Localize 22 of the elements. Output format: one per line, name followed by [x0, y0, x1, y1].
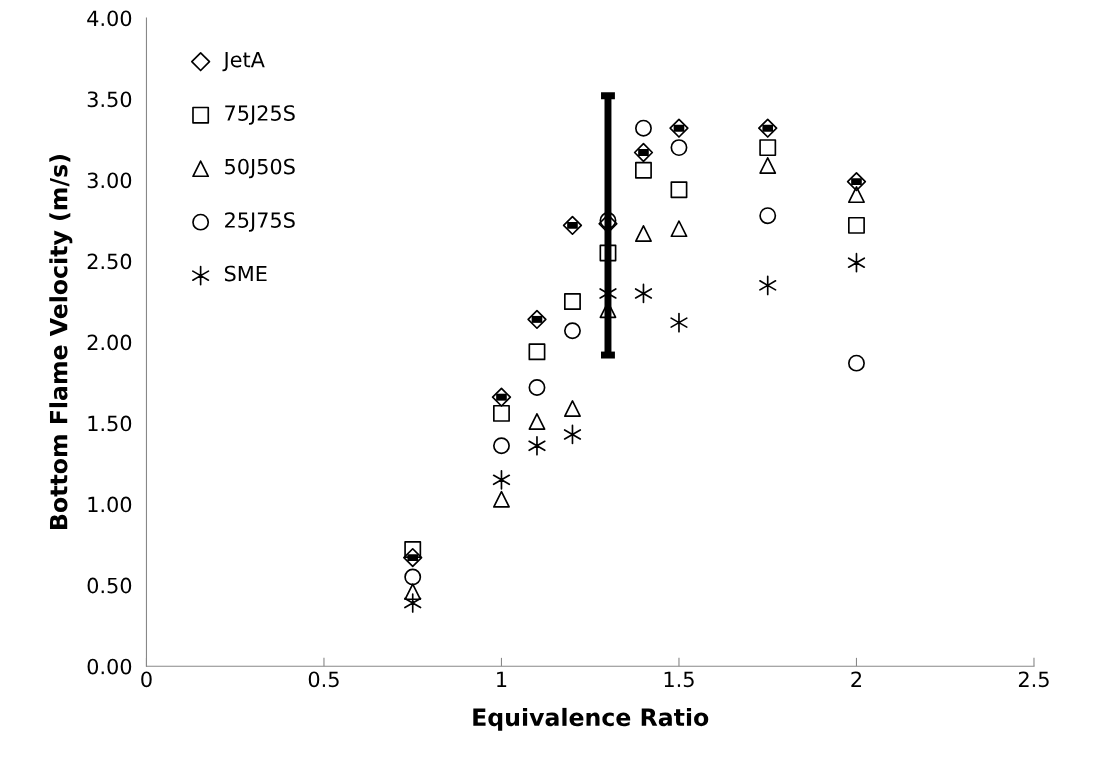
legend-label: SME: [224, 265, 267, 282]
legend-label: 50J50S: [225, 158, 295, 179]
y-tick-label: 0.00: [87, 658, 132, 675]
x-tick-label: 2: [851, 671, 862, 687]
y-tick-label: 4.00: [87, 10, 132, 27]
x-tick-label: 2.5: [1018, 671, 1049, 688]
y-tick-label: 0.50: [87, 577, 132, 594]
x-axis-title: Equivalence Ratio: [473, 707, 709, 731]
y-tick-label: 1.00: [88, 496, 132, 513]
y-tick-label: 3.00: [87, 172, 132, 189]
x-tick-label: 0.5: [308, 671, 339, 688]
legend-label: JetA: [222, 51, 265, 72]
legend-label: 75J25S: [225, 105, 295, 125]
legend-label: 25J75S: [225, 212, 295, 232]
x-tick-label: 1.5: [664, 671, 694, 688]
y-axis-title: Bottom Flame Velocity (m/s): [49, 155, 73, 529]
y-tick-label: 1.50: [88, 415, 132, 432]
x-tick-label: 0: [141, 671, 152, 688]
x-tick-label: 1: [497, 671, 507, 687]
y-tick-label: 3.50: [87, 91, 132, 108]
y-tick-label: 2.50: [87, 253, 132, 270]
y-tick-label: 2.00: [87, 334, 132, 351]
